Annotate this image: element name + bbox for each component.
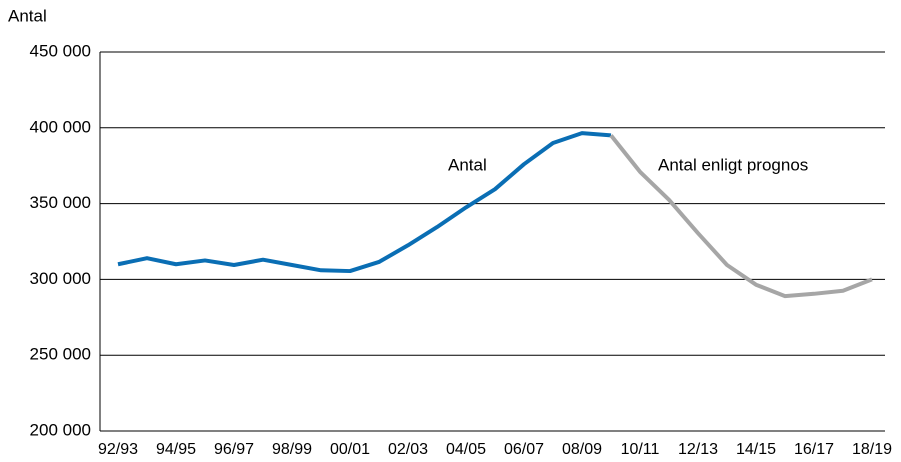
x-tick-label: 94/95 — [156, 441, 196, 458]
series-line — [609, 134, 873, 299]
x-tick-label: 96/97 — [214, 441, 254, 458]
series-label: Antal — [448, 155, 487, 174]
y-tick-label: 200 000 — [30, 420, 91, 439]
x-tick-label: 16/17 — [794, 441, 834, 458]
x-tick-label: 00/01 — [330, 441, 370, 458]
y-axis-label: Antal — [8, 6, 47, 25]
y-tick-label: 350 000 — [30, 193, 91, 212]
y-tick-label: 450 000 — [30, 41, 91, 60]
x-tick-label: 10/11 — [621, 441, 660, 458]
x-tick-label: 14/15 — [736, 441, 776, 458]
y-tick-label: 250 000 — [30, 345, 91, 364]
x-tick-label: 06/07 — [504, 441, 544, 458]
y-tick-label: 400 000 — [30, 117, 91, 136]
x-tick-label: 08/09 — [562, 441, 602, 458]
series-label: Antal enligt prognos — [658, 155, 808, 174]
y-tick-label: 300 000 — [30, 269, 91, 288]
series-line — [117, 131, 612, 274]
x-tick-label: 04/05 — [446, 441, 486, 458]
x-tick-label: 18/19 — [852, 441, 892, 458]
x-tick-label: 92/93 — [98, 441, 138, 458]
x-tick-label: 12/13 — [678, 441, 718, 458]
x-tick-label: 98/99 — [272, 441, 312, 458]
x-tick-label: 02/03 — [388, 441, 428, 458]
